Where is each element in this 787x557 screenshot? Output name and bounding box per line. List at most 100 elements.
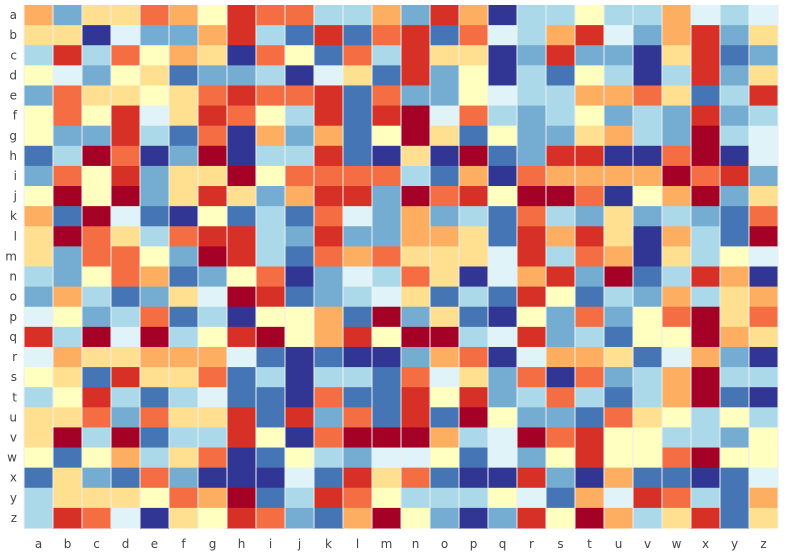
heatmap-cell-d-e bbox=[140, 65, 170, 86]
heatmap-cell-v-i bbox=[256, 427, 286, 449]
heatmap-cell-e-l bbox=[343, 85, 373, 107]
heatmap-cell-g-z bbox=[749, 125, 779, 147]
heatmap-cell-w-j bbox=[285, 447, 315, 469]
heatmap-cell-o-b bbox=[53, 286, 83, 308]
heatmap-cell-l-n bbox=[401, 226, 431, 247]
heatmap-cell-g-h bbox=[227, 125, 257, 147]
heatmap-cell-w-d bbox=[111, 447, 141, 469]
heatmap-cell-g-u bbox=[604, 125, 634, 147]
heatmap-cell-n-l bbox=[343, 266, 373, 288]
heatmap-cell-e-q bbox=[488, 85, 518, 107]
heatmap-cell-g-j bbox=[285, 125, 315, 147]
x-tick-label: f bbox=[181, 537, 186, 551]
heatmap-cell-l-c bbox=[82, 226, 112, 247]
heatmap-cell-a-a bbox=[24, 5, 54, 26]
heatmap-cell-t-i bbox=[256, 387, 286, 408]
y-tick-label: s bbox=[11, 370, 17, 384]
heatmap-cell-b-b bbox=[53, 25, 83, 46]
heatmap-cell-f-s bbox=[546, 105, 576, 127]
x-tick-label: n bbox=[412, 537, 420, 551]
heatmap-cell-n-a bbox=[24, 266, 54, 288]
heatmap-cell-d-j bbox=[285, 65, 315, 86]
heatmap-cell-g-r bbox=[517, 125, 547, 147]
heatmap-cell-h-r bbox=[517, 145, 547, 167]
heatmap-cell-t-g bbox=[198, 387, 228, 408]
heatmap-cell-s-z bbox=[749, 367, 779, 388]
heatmap-cell-d-a bbox=[24, 65, 54, 86]
heatmap-cell-k-w bbox=[662, 206, 692, 227]
x-tick-label: t bbox=[587, 537, 592, 551]
heatmap-cell-b-u bbox=[604, 25, 634, 46]
heatmap-cell-d-w bbox=[662, 65, 692, 86]
heatmap-cell-i-g bbox=[198, 165, 228, 187]
heatmap-cell-z-w bbox=[662, 507, 692, 529]
heatmap-cell-k-r bbox=[517, 206, 547, 227]
heatmap-cell-v-y bbox=[720, 427, 750, 449]
heatmap-cell-d-z bbox=[749, 65, 779, 86]
heatmap-cell-x-n bbox=[401, 467, 431, 489]
heatmap-cell-a-e bbox=[140, 5, 170, 26]
heatmap-cell-h-h bbox=[227, 145, 257, 167]
heatmap-cell-l-e bbox=[140, 226, 170, 247]
heatmap-cell-g-t bbox=[575, 125, 605, 147]
heatmap-cell-f-m bbox=[372, 105, 402, 127]
heatmap-cell-e-v bbox=[633, 85, 663, 107]
heatmap-cell-l-y bbox=[720, 226, 750, 247]
heatmap-cell-w-c bbox=[82, 447, 112, 469]
heatmap-cell-m-d bbox=[111, 246, 141, 267]
heatmap-cell-y-h bbox=[227, 487, 257, 509]
heatmap-cell-e-h bbox=[227, 85, 257, 107]
y-tick-label: g bbox=[9, 129, 17, 143]
heatmap-cell-x-i bbox=[256, 467, 286, 489]
heatmap-cell-b-a bbox=[24, 25, 54, 46]
heatmap-cell-z-r bbox=[517, 507, 547, 529]
heatmap-cell-l-s bbox=[546, 226, 576, 247]
heatmap-cell-h-i bbox=[256, 145, 286, 167]
heatmap-cell-r-w bbox=[662, 346, 692, 368]
heatmap-cell-k-i bbox=[256, 206, 286, 227]
heatmap-cell-y-b bbox=[53, 487, 83, 509]
heatmap-cell-w-v bbox=[633, 447, 663, 469]
heatmap-cell-s-y bbox=[720, 367, 750, 388]
heatmap-cell-k-y bbox=[720, 206, 750, 227]
heatmap-cell-m-c bbox=[82, 246, 112, 267]
heatmap-cell-s-u bbox=[604, 367, 634, 388]
heatmap-cell-o-i bbox=[256, 286, 286, 308]
heatmap-cell-n-z bbox=[749, 266, 779, 288]
heatmap-cell-v-w bbox=[662, 427, 692, 449]
heatmap-cell-w-f bbox=[169, 447, 199, 469]
heatmap-cell-i-j bbox=[285, 165, 315, 187]
heatmap-cell-g-i bbox=[256, 125, 286, 147]
x-tick-label: a bbox=[35, 537, 42, 551]
heatmap-cell-e-y bbox=[720, 85, 750, 107]
y-tick-label: u bbox=[9, 410, 17, 424]
heatmap-cell-f-x bbox=[691, 105, 721, 127]
heatmap-cell-q-q bbox=[488, 326, 518, 348]
heatmap-cell-q-z bbox=[749, 326, 779, 348]
heatmap-cell-a-w bbox=[662, 5, 692, 26]
heatmap-cell-z-g bbox=[198, 507, 228, 529]
heatmap-cell-f-u bbox=[604, 105, 634, 127]
heatmap-cell-p-i bbox=[256, 306, 286, 328]
heatmap-cell-m-j bbox=[285, 246, 315, 267]
heatmap-cell-y-i bbox=[256, 487, 286, 509]
heatmap-cell-p-a bbox=[24, 306, 54, 328]
heatmap-cell-m-v bbox=[633, 246, 663, 267]
heatmap-cell-v-o bbox=[430, 427, 460, 449]
heatmap-cell-j-v bbox=[633, 186, 663, 207]
heatmap-cell-h-s bbox=[546, 145, 576, 167]
heatmap-cell-l-p bbox=[459, 226, 489, 247]
heatmap-cell-o-k bbox=[314, 286, 344, 308]
heatmap-cell-h-p bbox=[459, 145, 489, 167]
heatmap-cell-s-l bbox=[343, 367, 373, 388]
heatmap-cell-v-j bbox=[285, 427, 315, 449]
heatmap-cell-a-i bbox=[256, 5, 286, 26]
heatmap-cell-d-d bbox=[111, 65, 141, 86]
heatmap-cell-h-y bbox=[720, 145, 750, 167]
heatmap-cell-h-d bbox=[111, 145, 141, 167]
heatmap-cell-x-g bbox=[198, 467, 228, 489]
heatmap-cell-j-j bbox=[285, 186, 315, 207]
heatmap-cell-f-b bbox=[53, 105, 83, 127]
heatmap-cell-w-a bbox=[24, 447, 54, 469]
heatmap-cell-s-a bbox=[24, 367, 54, 388]
